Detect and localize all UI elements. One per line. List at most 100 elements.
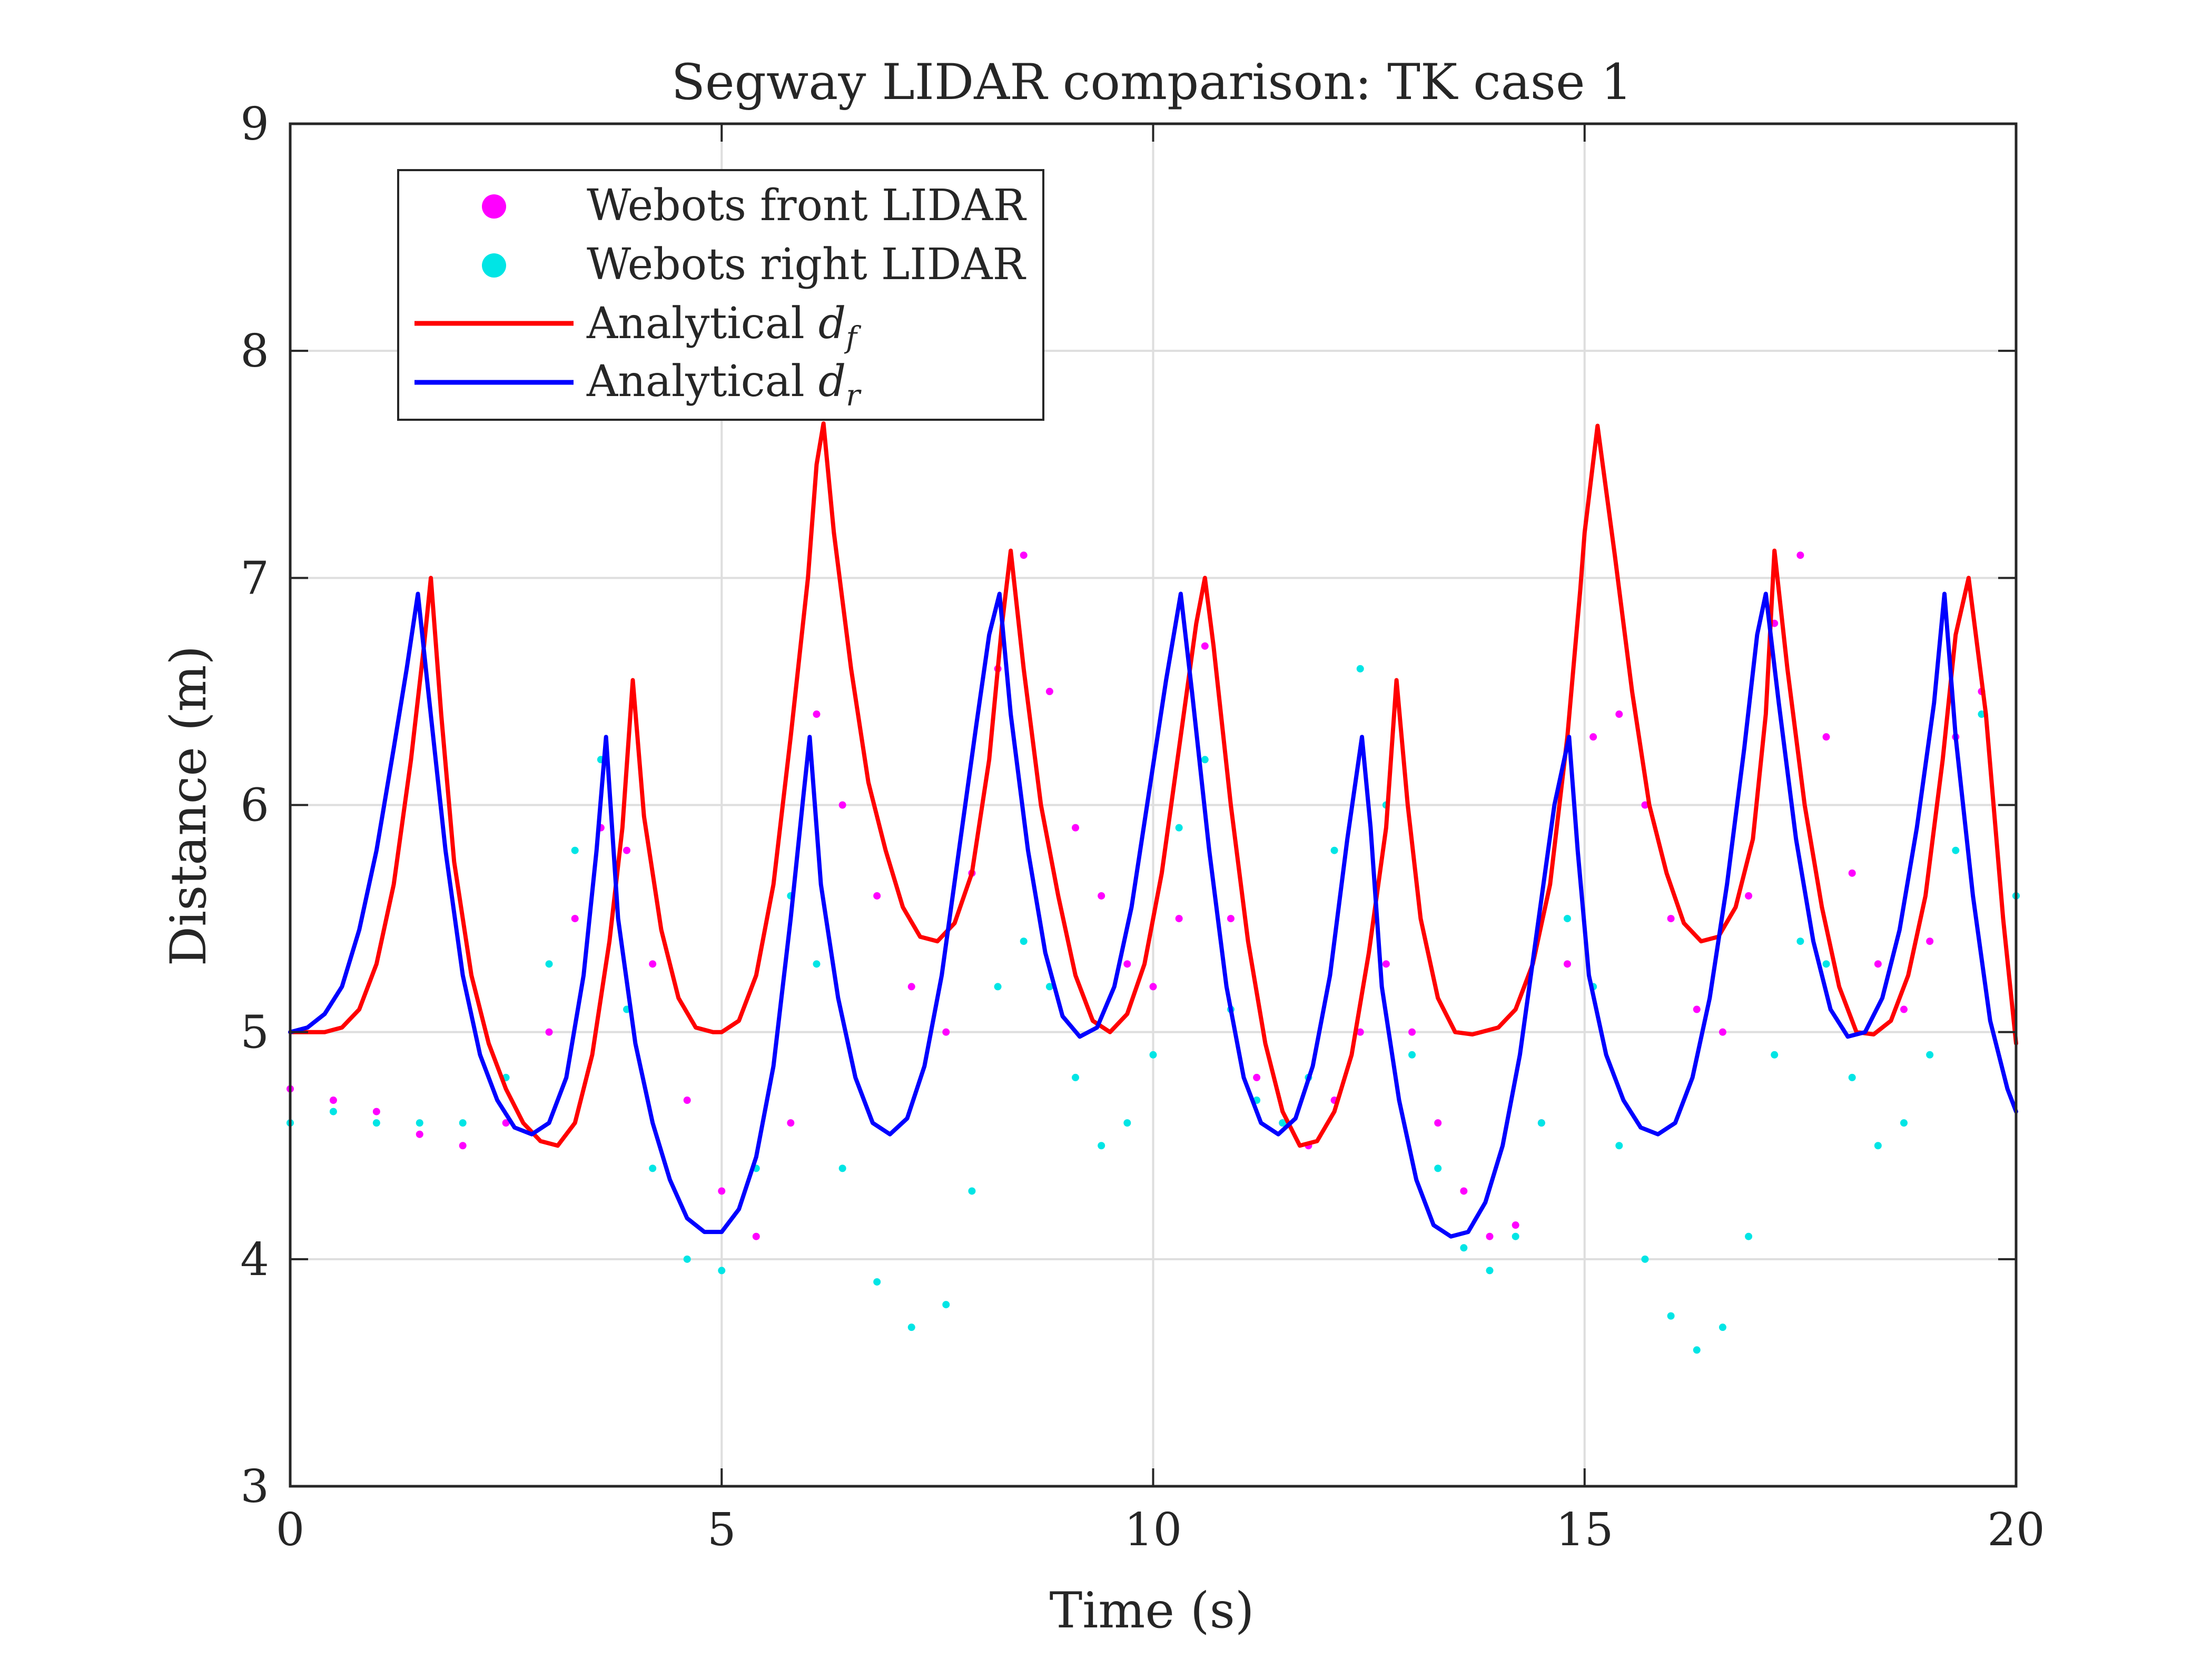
- data-point: [907, 1324, 915, 1331]
- data-point: [1460, 1244, 1468, 1252]
- tick-labels: 0 5 10 15 20 3 4 5 6 7 8 9: [240, 98, 2045, 1556]
- data-point: [1615, 710, 1623, 718]
- legend-box: [397, 169, 1044, 421]
- data-point: [1874, 1142, 1882, 1150]
- data-point: [1874, 960, 1882, 968]
- data-point: [1486, 1232, 1494, 1240]
- legend-label-dr-main: Analytical: [586, 357, 818, 407]
- data-point: [1822, 960, 1830, 968]
- data-point: [1745, 1232, 1753, 1240]
- legend: Webots front LIDAR Webots right LIDAR An…: [397, 169, 1044, 421]
- y-tick-label: 4: [240, 1233, 269, 1286]
- legend-label-df: Analytical df: [586, 299, 862, 355]
- data-point: [1719, 1324, 1726, 1331]
- data-point: [1641, 801, 1649, 809]
- legend-label-df-main: Analytical: [586, 299, 818, 349]
- data-point: [994, 983, 1002, 991]
- data-point: [1382, 960, 1390, 968]
- data-point: [787, 1119, 795, 1127]
- data-point: [752, 1232, 760, 1240]
- data-point: [1045, 687, 1053, 695]
- data-point: [545, 960, 553, 968]
- data-point: [623, 846, 631, 854]
- data-point: [1926, 1051, 1934, 1059]
- data-point: [1072, 824, 1080, 832]
- legend-label-dr: Analytical dr: [586, 357, 862, 413]
- data-point: [1952, 846, 1960, 854]
- data-point: [502, 1119, 510, 1127]
- data-point: [1253, 1073, 1261, 1081]
- y-tick-label: 7: [240, 552, 269, 605]
- data-point: [1693, 1346, 1701, 1354]
- data-point: [1356, 665, 1364, 673]
- x-tick-label: 20: [1987, 1504, 2045, 1556]
- data-point: [1978, 710, 1986, 718]
- data-point: [1460, 1187, 1468, 1195]
- series-line-analytical-d-r: [288, 591, 2018, 1239]
- x-tick-label: 5: [707, 1504, 736, 1556]
- legend-label-df-var: d: [818, 299, 846, 349]
- data-point: [1408, 1051, 1416, 1059]
- data-point: [1900, 1119, 1908, 1127]
- data-point: [1563, 960, 1571, 968]
- data-point: [1848, 1073, 1856, 1081]
- data-point: [1201, 756, 1209, 764]
- data-point: [1796, 551, 1804, 559]
- legend-label-dr-sub: r: [846, 379, 862, 413]
- data-point: [1719, 1028, 1726, 1036]
- data-point: [1175, 824, 1183, 832]
- data-point: [1926, 937, 1934, 945]
- ticks: [289, 123, 2017, 1487]
- data-point: [968, 1187, 976, 1195]
- data-point: [1020, 937, 1028, 945]
- data-point: [1667, 1312, 1675, 1320]
- data-point: [838, 1164, 846, 1172]
- legend-marker-front-lidar: [482, 194, 506, 219]
- data-point: [1667, 915, 1675, 923]
- x-tick-label: 15: [1556, 1504, 1613, 1556]
- data-point: [1175, 915, 1183, 923]
- data-point: [1486, 1267, 1494, 1275]
- y-tick-label: 3: [240, 1460, 269, 1513]
- data-point: [1408, 1028, 1416, 1036]
- data-point: [683, 1255, 691, 1263]
- data-point: [1330, 846, 1338, 854]
- data-point: [1900, 1005, 1908, 1013]
- data-point: [1072, 1073, 1080, 1081]
- data-point: [571, 915, 579, 923]
- data-point: [873, 892, 881, 900]
- data-point: [649, 960, 657, 968]
- data-point: [459, 1142, 467, 1150]
- data-point: [1098, 892, 1105, 900]
- legend-label-right-lidar: Webots right LIDAR: [587, 240, 1026, 290]
- x-tick-label: 0: [276, 1504, 305, 1556]
- data-point: [1434, 1119, 1442, 1127]
- y-axis-title: Distance (m): [160, 646, 218, 966]
- data-point: [372, 1119, 380, 1127]
- data-point: [942, 1028, 950, 1036]
- y-tick-label: 9: [240, 98, 269, 151]
- data-point: [329, 1097, 337, 1104]
- data-point: [329, 1108, 337, 1115]
- data-point: [416, 1130, 423, 1138]
- data-point: [459, 1119, 467, 1127]
- y-tick-label: 5: [240, 1006, 269, 1059]
- data-point: [813, 710, 821, 718]
- data-point: [1771, 1051, 1779, 1059]
- data-point: [1020, 551, 1028, 559]
- data-point: [942, 1301, 950, 1309]
- data-point: [1745, 892, 1753, 900]
- data-point: [1848, 869, 1856, 877]
- data-point: [649, 1164, 657, 1172]
- data-point: [1589, 733, 1597, 741]
- series-line-analytical-d-f: [288, 421, 2018, 1148]
- data-point: [1693, 1005, 1701, 1013]
- legend-marker-right-lidar: [482, 253, 506, 278]
- data-point: [718, 1187, 726, 1195]
- data-point: [1045, 983, 1053, 991]
- data-point: [1227, 915, 1235, 923]
- data-point: [1434, 1164, 1442, 1172]
- data-point: [1512, 1221, 1519, 1229]
- data-point: [1098, 1142, 1105, 1150]
- data-point: [1512, 1232, 1519, 1240]
